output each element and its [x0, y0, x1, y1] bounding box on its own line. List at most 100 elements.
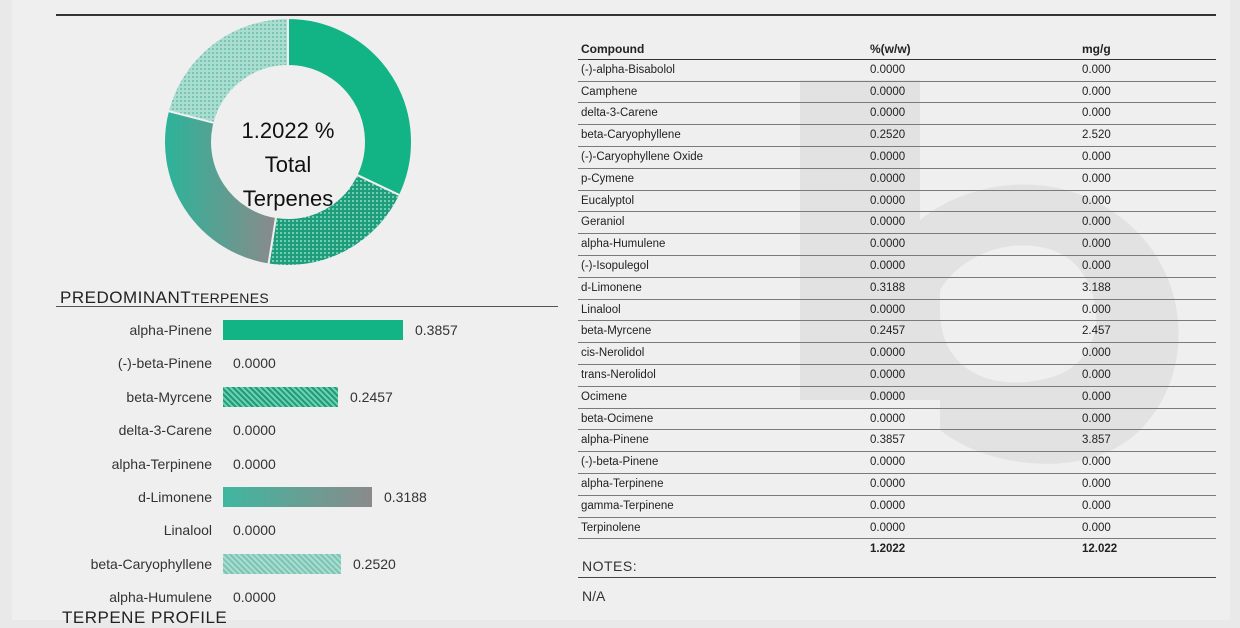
- predominant-bar-label: beta-Myrcene: [126, 388, 212, 405]
- notes-divider: [578, 577, 1216, 578]
- predominant-bar-label: delta-3-Carene: [118, 422, 212, 439]
- predominant-bar-value: 0.0000: [233, 589, 276, 606]
- donut-slice-alpha-pinene: [287, 16, 413, 197]
- table-row: alpha-Pinene 0.3857 3.857: [578, 430, 1216, 453]
- predominant-bar-value: 0.3188: [384, 489, 427, 505]
- header-compound: Compound: [581, 42, 645, 56]
- cell-mg-per-g: 0.000: [1082, 390, 1111, 403]
- donut-slice-d-limonene: [163, 109, 278, 266]
- terpene-profile-title: TERPENE PROFILE: [62, 608, 228, 627]
- notes-label: NOTES:: [582, 558, 638, 574]
- predominant-bar: [223, 487, 372, 507]
- cell-compound: p-Cymene: [581, 172, 635, 185]
- predominant-bar-label: beta-Caryophyllene: [90, 555, 212, 572]
- terpene-table: Compound %(w/w) mg/g (-)-alpha-Bisabolol…: [578, 38, 1216, 560]
- cell-mg-per-g: 0.000: [1082, 499, 1111, 512]
- cell-mg-per-g: 0.000: [1082, 456, 1111, 469]
- predominant-bar-value: 0.2457: [350, 388, 393, 405]
- cell-mg-per-g: 0.000: [1082, 477, 1111, 490]
- cell-percent: 0.0000: [870, 368, 906, 381]
- cell-compound: Geraniol: [581, 216, 625, 229]
- cell-percent: 0.0000: [870, 259, 906, 272]
- table-row: p-Cymene 0.0000 0.000: [578, 169, 1216, 191]
- table-row: beta-Ocimene 0.0000 0.000: [578, 409, 1216, 431]
- cell-compound: gamma-Terpinene: [581, 499, 674, 512]
- table-header-row: Compound %(w/w) mg/g: [578, 38, 1216, 60]
- cell-compound: cis-Nerolidol: [581, 347, 645, 360]
- predominant-title-sub: TERPENES: [191, 290, 269, 306]
- cell-mg-per-g: 2.457: [1082, 325, 1111, 338]
- cell-mg-per-g: 2.520: [1082, 129, 1111, 142]
- predominant-bar-row: Linalool 0.0000: [0, 518, 560, 544]
- total-terpenes-donut: [163, 16, 413, 266]
- table-body: (-)-alpha-Bisabolol 0.0000 0.000 Camphene 0.…: [578, 60, 1216, 540]
- predominant-bar: [223, 320, 403, 340]
- predominant-bar-value: 0.0000: [233, 455, 276, 472]
- predominant-bar-label: Linalool: [163, 522, 212, 539]
- cell-mg-per-g: 0.000: [1082, 259, 1111, 272]
- predominant-bar-label: alpha-Terpinene: [111, 455, 212, 472]
- predominant-bar-value: 0.2520: [353, 555, 396, 572]
- predominant-bar-label: alpha-Humulene: [109, 589, 212, 606]
- cell-mg-per-g: 0.000: [1082, 172, 1111, 185]
- cell-compound: beta-Myrcene: [581, 325, 652, 338]
- table-row: (-)-alpha-Bisabolol 0.0000 0.000: [578, 60, 1216, 82]
- total-mg-per-g: 12.022: [1082, 543, 1118, 556]
- table-row: beta-Caryophyllene 0.2520 2.520: [578, 125, 1216, 147]
- predominant-bar-row: delta-3-Carene 0.0000: [0, 418, 560, 444]
- cell-mg-per-g: 0.000: [1082, 368, 1111, 381]
- donut-center-label: 1.2022 % Total Terpenes: [218, 114, 358, 216]
- table-row: alpha-Terpinene 0.0000 0.000: [578, 474, 1216, 496]
- predominant-bar: [223, 553, 341, 574]
- table-row: trans-Nerolidol 0.0000 0.000: [578, 365, 1216, 387]
- cell-compound: alpha-Humulene: [581, 238, 666, 251]
- predominant-bar-label: alpha-Pinene: [129, 322, 212, 338]
- cell-mg-per-g: 0.000: [1082, 412, 1111, 425]
- cell-compound: delta-3-Carene: [581, 107, 658, 120]
- table-row: (-)-Isopulegol 0.0000 0.000: [578, 256, 1216, 278]
- cell-mg-per-g: 0.000: [1082, 194, 1111, 207]
- cell-mg-per-g: 0.000: [1082, 107, 1111, 120]
- table-row: Geraniol 0.0000 0.000: [578, 212, 1216, 235]
- cell-percent: 0.0000: [870, 85, 906, 98]
- cell-compound: (-)-Isopulegol: [581, 259, 649, 272]
- cell-compound: alpha-Terpinene: [581, 477, 664, 490]
- cell-compound: (-)-alpha-Bisabolol: [581, 63, 675, 76]
- cell-percent: 0.0000: [870, 412, 906, 425]
- cell-percent: 0.0000: [870, 499, 906, 512]
- total-percent: 1.2022: [870, 543, 906, 556]
- cell-mg-per-g: 0.000: [1082, 347, 1111, 360]
- table-row: Eucalyptol 0.0000 0.000: [578, 191, 1216, 213]
- predominant-divider: [56, 306, 558, 307]
- watermark-logo: [800, 80, 1179, 464]
- notes-value: N/A: [582, 588, 606, 604]
- table-row: Ocimene 0.0000 0.000: [578, 387, 1216, 409]
- table-row: d-Limonene 0.3188 3.188: [578, 278, 1216, 300]
- cell-percent: 0.0000: [870, 456, 906, 469]
- predominant-title-main: PREDOMINANT: [60, 288, 192, 307]
- cell-percent: 0.0000: [870, 521, 906, 534]
- table-row: Linalool 0.0000 0.000: [578, 300, 1216, 322]
- cell-percent: 0.3188: [870, 281, 906, 294]
- table-row: (-)-beta-Pinene 0.0000 0.000: [578, 452, 1216, 474]
- cell-mg-per-g: 0.000: [1082, 85, 1111, 98]
- donut-terpenes-word: Terpenes: [242, 186, 334, 211]
- predominant-bar-value: 0.3857: [415, 322, 458, 338]
- donut-total-word: Total: [264, 152, 312, 177]
- cell-mg-per-g: 0.000: [1082, 216, 1111, 229]
- cell-percent: 0.0000: [870, 390, 906, 403]
- cell-percent: 0.0000: [870, 194, 906, 207]
- predominant-bar-row: alpha-Terpinene 0.0000: [0, 452, 560, 478]
- predominant-bar-value: 0.0000: [233, 422, 276, 439]
- predominant-bar: [223, 386, 338, 407]
- cell-compound: (-)-Caryophyllene Oxide: [581, 150, 704, 163]
- cell-compound: (-)-beta-Pinene: [581, 456, 659, 469]
- cell-percent: 0.0000: [870, 150, 906, 163]
- cell-compound: Linalool: [581, 303, 621, 316]
- predominant-bar-row: alpha-Pinene 0.3857: [0, 318, 560, 344]
- cell-percent: 0.2520: [870, 129, 906, 142]
- cell-mg-per-g: 3.857: [1082, 434, 1111, 447]
- cell-percent: 0.0000: [870, 238, 906, 251]
- top-divider: [56, 14, 1216, 16]
- table-total-row: 1.2022 12.022: [578, 539, 1216, 560]
